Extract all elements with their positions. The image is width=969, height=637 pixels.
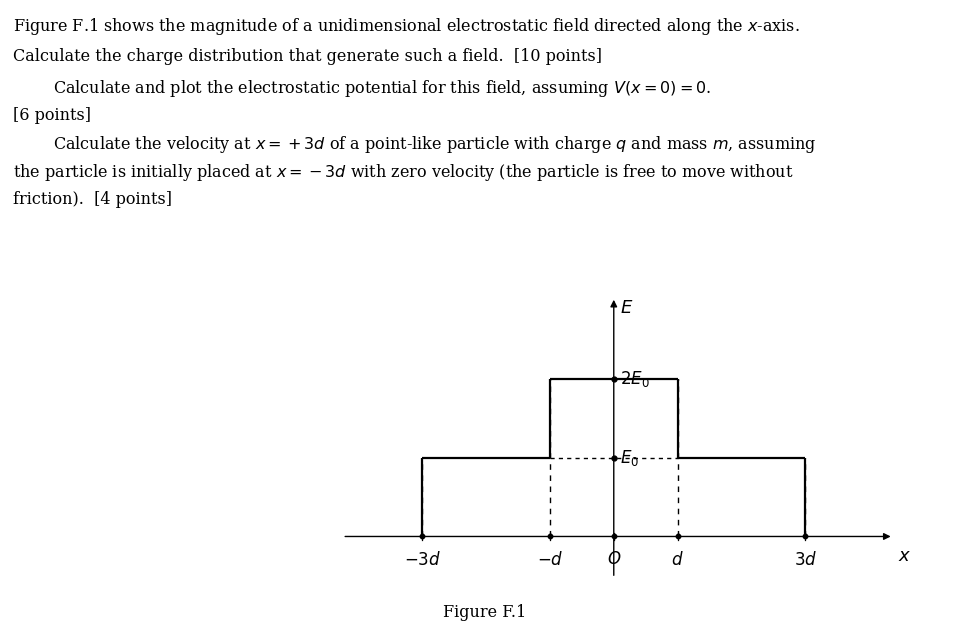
Text: $x$: $x$ — [898, 547, 911, 564]
Text: Figure F.1 shows the magnitude of a unidimensional electrostatic field directed : Figure F.1 shows the magnitude of a unid… — [13, 16, 799, 37]
Text: Calculate the velocity at $x = +3d$ of a point-like particle with charge $q$ and: Calculate the velocity at $x = +3d$ of a… — [53, 134, 817, 155]
Text: friction).  [4 points]: friction). [4 points] — [13, 191, 172, 208]
Text: Calculate the charge distribution that generate such a field.  [10 points]: Calculate the charge distribution that g… — [13, 48, 602, 65]
Text: [6 points]: [6 points] — [13, 107, 90, 124]
Text: $-3d$: $-3d$ — [404, 550, 441, 569]
Text: $3d$: $3d$ — [794, 550, 817, 569]
Text: the particle is initially placed at $x = -3d$ with zero velocity (the particle i: the particle is initially placed at $x =… — [13, 162, 793, 183]
Text: $O$: $O$ — [607, 550, 621, 568]
Text: $d$: $d$ — [672, 550, 684, 569]
Text: $2E_0$: $2E_0$ — [620, 369, 650, 389]
Text: Calculate and plot the electrostatic potential for this field, assuming $V(x = 0: Calculate and plot the electrostatic pot… — [53, 78, 712, 99]
Text: $-d$: $-d$ — [537, 550, 563, 569]
Text: Figure F.1: Figure F.1 — [443, 604, 526, 621]
Text: $E_0$: $E_0$ — [620, 448, 640, 468]
Text: $E$: $E$ — [620, 299, 634, 317]
